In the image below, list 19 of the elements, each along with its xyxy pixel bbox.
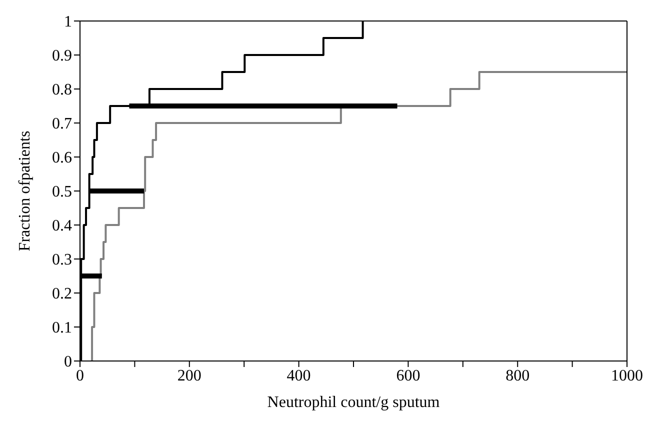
- x-tick-label: 1000: [611, 367, 643, 384]
- y-axis-title: Fraction ofpatients: [16, 130, 34, 252]
- y-tick-label: 0.9: [52, 48, 72, 65]
- y-tick-label: 0.2: [52, 286, 72, 303]
- y-tick-label: 0.3: [52, 252, 72, 269]
- x-axis-title: Neutrophil count/g sputum: [267, 394, 440, 411]
- y-tick-label: 0.8: [52, 82, 72, 99]
- y-tick-label: 1: [64, 14, 72, 31]
- x-tick-label: 400: [286, 367, 311, 384]
- x-tick-label: 600: [396, 367, 420, 384]
- y-tick-label: 0.1: [52, 320, 72, 337]
- x-tick-label: 800: [506, 367, 530, 384]
- y-tick-label: 0: [64, 354, 72, 371]
- x-tick-label: 0: [76, 367, 84, 384]
- y-tick-label: 0.6: [52, 150, 72, 167]
- y-tick-label: 0.7: [52, 116, 72, 133]
- x-tick-label: 200: [177, 367, 202, 384]
- y-tick-label: 0.5: [52, 184, 72, 201]
- y-tick-label: 0.4: [52, 218, 72, 235]
